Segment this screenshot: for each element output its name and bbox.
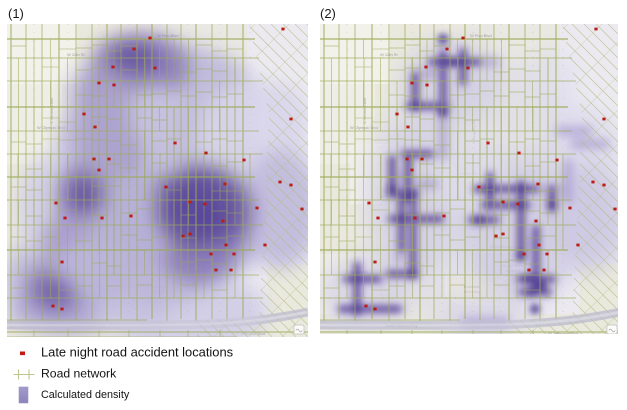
svg-text:(1): (1) <box>8 6 24 21</box>
svg-text:Late night road accident locat: Late night road accident locations <box>41 345 233 360</box>
svg-text:(2): (2) <box>320 6 336 21</box>
svg-text:Calculated density: Calculated density <box>41 389 130 401</box>
svg-text:Road network: Road network <box>41 367 117 381</box>
